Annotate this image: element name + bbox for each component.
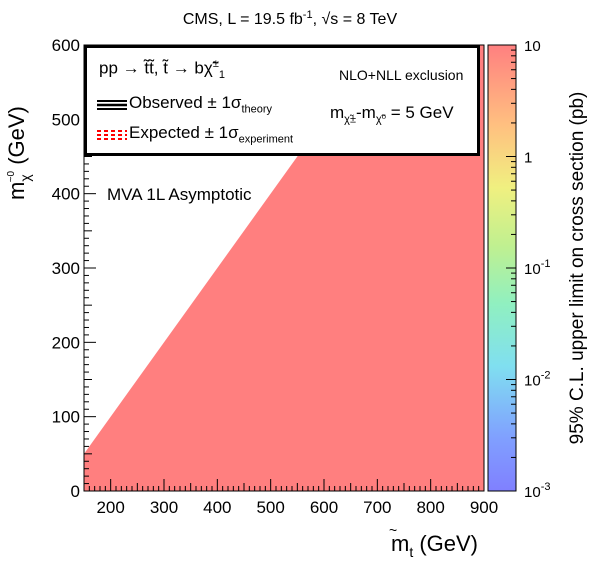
x-tick-label: 500 <box>256 498 284 517</box>
chart-title: CMS, L = 19.5 fb-1, √s = 8 TeV <box>183 9 398 28</box>
svg-text:95% C.L. upper limit on cross: 95% C.L. upper limit on cross section (p… <box>567 92 588 445</box>
y-axis-label: mχ~0 (GeV) <box>4 106 33 200</box>
color-scale-ticks: 10-3 10-2 10-1 1 10 <box>506 38 550 501</box>
x-axis-label-tilde: ~ <box>389 522 397 538</box>
legend-process: pp → t̃t̃, t̃ → bχ̃±1 <box>99 58 225 82</box>
z-tick-label: 10-2 <box>524 370 550 390</box>
y-tick-label: 600 <box>52 36 80 55</box>
filled-region <box>84 45 484 491</box>
expected-line-icon <box>97 130 127 140</box>
legend-exclusion: NLO+NLL exclusion <box>339 67 464 83</box>
x-tick-label: 300 <box>150 498 178 517</box>
y-tick-label: 500 <box>52 110 80 129</box>
x-axis-ticks: 200 300 400 500 600 700 800 900 <box>83 479 498 517</box>
x-tick-label: 600 <box>310 498 338 517</box>
observed-line-icon <box>97 100 127 110</box>
y-tick-label: 300 <box>52 259 80 278</box>
y-tick-label: 400 <box>52 185 80 204</box>
z-axis-label: 95% C.L. upper limit on cross section (p… <box>567 92 588 445</box>
z-tick-label: 10 <box>524 38 541 55</box>
y-tick-label: 100 <box>52 408 80 427</box>
x-axis-label: mt (GeV) <box>391 531 478 560</box>
annotation-label: MVA 1L Asymptotic <box>107 185 252 204</box>
svg-text:mχ~0 (GeV): mχ~0 (GeV) <box>4 106 33 200</box>
x-tick-label: 400 <box>203 498 231 517</box>
x-tick-label: 800 <box>416 498 444 517</box>
x-tick-label: 900 <box>470 498 498 517</box>
x-tick-label: 700 <box>363 498 391 517</box>
legend-mass-splitting: mχ̃±-mχ̃⁰ = 5 GeV <box>330 103 454 126</box>
z-tick-label: 10-3 <box>524 481 550 501</box>
legend-expected: Expected ± 1σexperiment <box>129 123 294 146</box>
y-tick-label: 0 <box>71 482 80 501</box>
z-tick-label: 1 <box>524 150 532 167</box>
legend: pp → t̃t̃, t̃ → bχ̃±1 NLO+NLL exclusion … <box>84 45 480 156</box>
legend-observed: Observed ± 1σtheory <box>129 93 273 116</box>
x-tick-label: 200 <box>96 498 124 517</box>
z-tick-label: 10-1 <box>524 258 550 278</box>
color-scale: 10-3 10-2 10-1 1 10 <box>487 38 550 501</box>
y-tick-label: 200 <box>52 333 80 352</box>
